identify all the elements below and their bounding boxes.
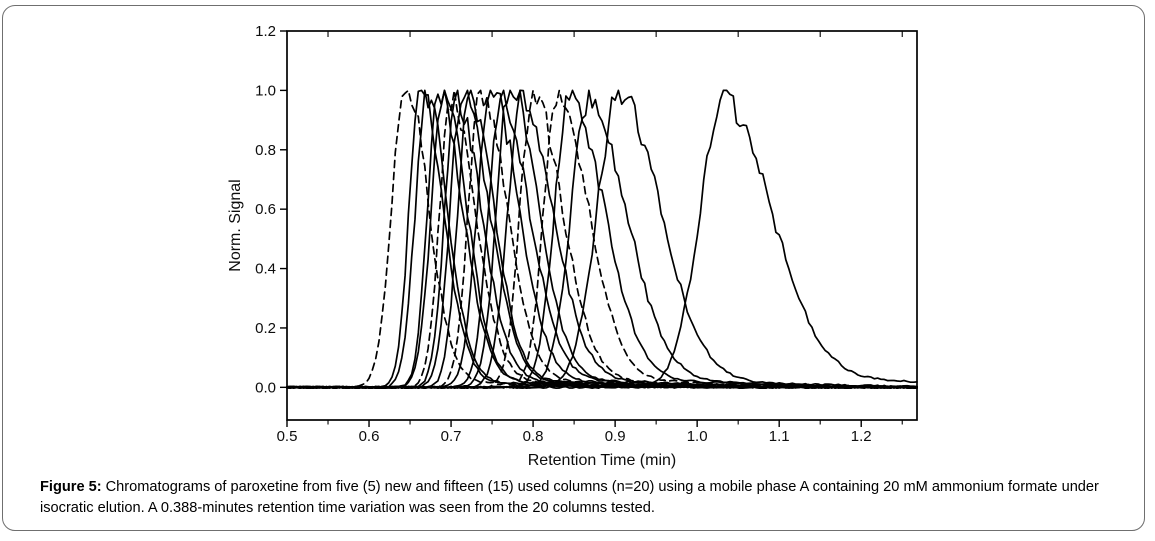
y-tick-label: 0.4 — [255, 261, 276, 278]
chromatogram-trace-new-column-1 — [286, 89, 918, 390]
plot-border — [286, 30, 918, 421]
y-tick-label: 1.0 — [255, 82, 276, 99]
chromatogram-trace-used-column-7 — [286, 89, 918, 389]
y-axis-title: Norm. Signal — [227, 179, 244, 271]
chromatogram-trace-used-column-11 — [286, 89, 918, 389]
chromatogram-trace-used-column-15 — [286, 89, 918, 390]
chromatogram-trace-used-column-5 — [286, 89, 918, 390]
x-tick-label: 1.0 — [687, 428, 708, 445]
figure-caption: Figure 5: Chromatograms of paroxetine fro… — [40, 477, 1122, 519]
chromatogram-trace-used-column-6 — [286, 89, 918, 390]
chromatogram-trace-used-column-14 — [286, 89, 918, 390]
figure-caption-label: Figure 5: — [40, 479, 102, 495]
chromatogram-trace-used-column-4 — [286, 89, 918, 390]
y-tick-label: 0.6 — [255, 201, 276, 218]
x-axis-title: Retention Time (min) — [528, 452, 677, 469]
chromatogram-trace-used-column-13 — [286, 89, 918, 390]
y-tick-label: 0.0 — [255, 379, 276, 396]
chromatogram-trace-used-column-3 — [286, 89, 918, 390]
x-tick-label: 0.7 — [441, 428, 462, 445]
chromatogram-trace-new-column-3 — [286, 89, 918, 390]
chromatogram-trace-new-column-2 — [286, 89, 918, 389]
tick-label-group: 0.0 0.2 0.4 0.6 0.8 1.0 1.2 0.5 0.6 0.7 0.8 0.9 1.0 1… — [255, 23, 872, 445]
chromatogram-trace-used-column-12 — [286, 89, 918, 390]
trace-group — [286, 89, 918, 390]
axes-group — [286, 30, 918, 421]
x-tick-label: 1.1 — [769, 428, 790, 445]
chromatogram-trace-used-column-10 — [286, 89, 918, 390]
chromatogram-trace-new-column-4 — [286, 89, 918, 390]
tick-group — [280, 30, 903, 427]
chromatogram-trace-used-column-1 — [286, 89, 918, 390]
x-tick-label: 0.8 — [523, 428, 544, 445]
x-tick-label: 0.6 — [359, 428, 380, 445]
chromatogram-trace-new-column-5 — [286, 89, 918, 390]
figure-caption-text: Chromatograms of paroxetine from five (5… — [40, 479, 1099, 516]
y-tick-label: 1.2 — [255, 23, 276, 40]
y-tick-label: 0.2 — [255, 320, 276, 337]
chromatogram-trace-used-column-8 — [286, 89, 918, 390]
y-tick-label: 0.8 — [255, 142, 276, 159]
x-tick-label: 0.5 — [277, 428, 298, 445]
chromatogram-trace-used-column-9 — [286, 89, 918, 390]
x-tick-label: 0.9 — [605, 428, 626, 445]
x-tick-label: 1.2 — [851, 428, 872, 445]
chromatogram-trace-used-column-2 — [286, 89, 918, 390]
